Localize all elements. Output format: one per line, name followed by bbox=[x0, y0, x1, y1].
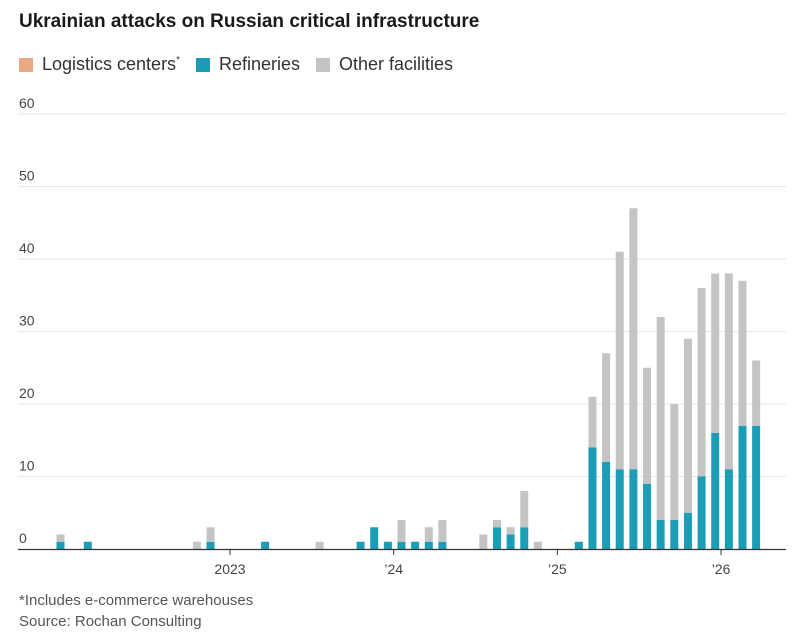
y-tick-label-30: 30 bbox=[19, 313, 35, 329]
bar-other-44 bbox=[656, 317, 665, 520]
bar-refineries-28 bbox=[438, 541, 447, 549]
bar-other-48 bbox=[711, 273, 720, 433]
bar-other-10 bbox=[192, 541, 201, 549]
y-tick-label-40: 40 bbox=[19, 240, 35, 256]
bar-refineries-39 bbox=[588, 447, 597, 549]
bar-refineries-15 bbox=[261, 541, 270, 549]
x-tick-label-13: 2023 bbox=[214, 561, 245, 577]
bar-refineries-38 bbox=[574, 541, 583, 549]
chart-notes: *Includes e-commerce warehouses Source: … bbox=[19, 590, 253, 632]
legend-swatch-other bbox=[316, 57, 331, 72]
legend-item-logistics: Logistics centers* bbox=[19, 54, 180, 75]
bar-refineries-42 bbox=[629, 469, 638, 549]
bar-refineries-11 bbox=[206, 541, 215, 549]
y-tick-label-0: 0 bbox=[19, 530, 27, 546]
bar-other-35 bbox=[533, 541, 542, 549]
legend-label-refineries: Refineries bbox=[218, 54, 301, 74]
bar-refineries-48 bbox=[711, 433, 720, 549]
bar-refineries-46 bbox=[683, 512, 692, 549]
bar-other-27 bbox=[424, 527, 433, 542]
source-note: Source: Rochan Consulting bbox=[19, 613, 202, 630]
bar-refineries-26 bbox=[411, 541, 420, 549]
bar-other-49 bbox=[724, 273, 733, 470]
legend-swatch-logistics bbox=[19, 57, 33, 72]
bar-refineries-27 bbox=[424, 541, 433, 549]
bar-other-32 bbox=[492, 520, 501, 528]
chart-legend: Logistics centers* Refineries Other faci… bbox=[19, 54, 469, 75]
x-tick-label-25: ’24 bbox=[384, 561, 403, 577]
legend-label-other: Other facilities bbox=[339, 54, 454, 74]
bar-refineries-49 bbox=[724, 469, 733, 549]
y-tick-label-20: 20 bbox=[19, 385, 35, 401]
bar-other-45 bbox=[670, 404, 679, 520]
bar-refineries-33 bbox=[506, 534, 515, 549]
bar-refineries-47 bbox=[697, 476, 706, 549]
bar-other-34 bbox=[520, 491, 529, 528]
bar-other-51 bbox=[752, 360, 761, 426]
bar-refineries-50 bbox=[738, 425, 747, 549]
bar-other-39 bbox=[588, 396, 597, 448]
bar-refineries-0 bbox=[56, 541, 65, 549]
bar-other-28 bbox=[438, 520, 447, 542]
bar-refineries-23 bbox=[370, 527, 379, 549]
legend-item-other: Other facilities bbox=[316, 54, 453, 75]
bar-other-42 bbox=[629, 208, 638, 470]
bar-refineries-25 bbox=[397, 541, 406, 549]
footnote: *Includes e-commerce warehouses bbox=[19, 592, 254, 609]
bar-refineries-34 bbox=[520, 527, 529, 549]
bar-other-25 bbox=[397, 520, 406, 542]
y-tick-label-10: 10 bbox=[19, 458, 35, 474]
bar-other-40 bbox=[602, 353, 611, 462]
x-tick-label-37: ’25 bbox=[548, 561, 567, 577]
y-tick-label-60: 60 bbox=[19, 95, 35, 111]
bar-other-0 bbox=[56, 534, 65, 542]
bar-refineries-22 bbox=[356, 541, 365, 549]
bar-other-47 bbox=[697, 288, 706, 477]
bar-refineries-32 bbox=[492, 527, 501, 549]
legend-swatch-refineries bbox=[195, 57, 210, 72]
bar-other-43 bbox=[643, 367, 652, 484]
bar-refineries-51 bbox=[752, 425, 761, 549]
bar-other-50 bbox=[738, 280, 747, 426]
bar-other-46 bbox=[683, 338, 692, 513]
x-tick-label-49: ’26 bbox=[712, 561, 731, 577]
bar-refineries-45 bbox=[670, 520, 679, 549]
y-tick-label-50: 50 bbox=[19, 168, 35, 184]
bar-refineries-24 bbox=[383, 541, 392, 549]
bar-other-19 bbox=[315, 541, 324, 549]
bar-other-41 bbox=[615, 251, 624, 470]
legend-label-logistics: Logistics centers* bbox=[42, 54, 180, 74]
bar-refineries-40 bbox=[602, 462, 611, 549]
chart-title: Ukrainian attacks on Russian critical in… bbox=[19, 11, 480, 32]
bar-other-11 bbox=[206, 527, 215, 542]
bar-refineries-44 bbox=[656, 520, 665, 549]
bar-refineries-41 bbox=[615, 469, 624, 549]
bar-refineries-2 bbox=[83, 541, 92, 549]
bar-other-31 bbox=[479, 534, 488, 549]
legend-item-refineries: Refineries bbox=[195, 54, 301, 75]
bar-other-33 bbox=[506, 527, 515, 535]
bar-refineries-43 bbox=[643, 483, 652, 549]
